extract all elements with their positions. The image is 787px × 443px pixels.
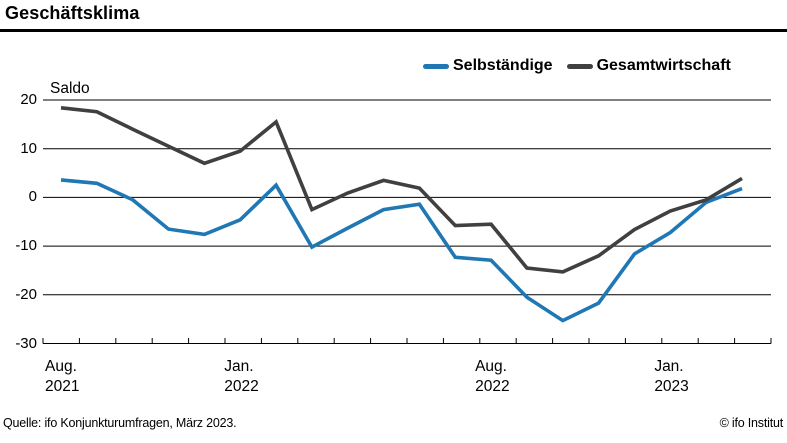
title-divider [0,29,787,32]
legend-label: Gesamtwirtschaft [596,57,731,74]
chart-canvas [42,99,772,344]
x-axis-label: Jan. 2022 [224,358,259,395]
legend-swatch-gray [566,63,593,69]
y-axis-title: Saldo [50,80,90,97]
x-axis-label: Jan. 2023 [654,358,689,395]
chart-legend: Selbständige Gesamtwirtschaft [423,57,731,75]
copyright-note: © ifo Institut [719,416,784,430]
legend-item-selbstaendige: Selbständige [423,57,553,75]
y-tick-label: 0 [28,188,37,206]
y-tick-label: -20 [15,285,37,303]
x-axis-label: Aug. 2022 [475,358,510,395]
y-tick-label: 20 [20,91,37,108]
source-note: Quelle: ifo Konjunkturumfragen, März 202… [3,416,237,430]
y-tick-label: -10 [15,237,37,255]
y-tick-label: 10 [20,139,37,157]
x-axis-label: Aug. 2021 [45,358,80,395]
legend-swatch-blue [423,63,449,69]
page-title: Geschäftsklima [5,3,140,23]
line-selbständige [60,178,743,323]
legend-item-gesamtwirtschaft: Gesamtwirtschaft [566,57,731,75]
line-gesamtwirtschaft [60,106,743,274]
legend-label: Selbständige [453,57,553,74]
y-tick-label: -30 [15,334,37,352]
